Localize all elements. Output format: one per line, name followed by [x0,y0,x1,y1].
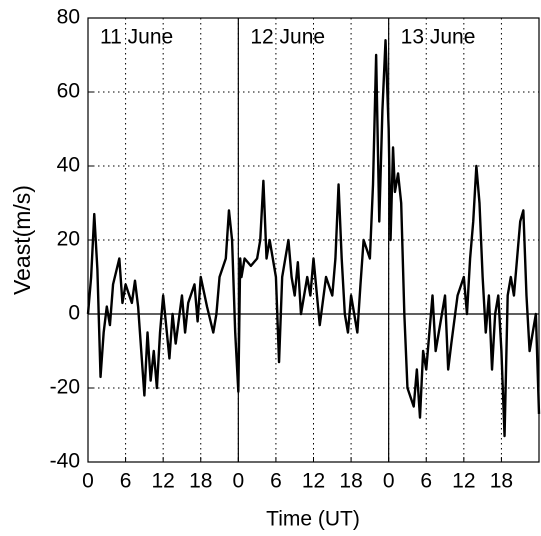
day-label: 13 June [401,26,476,49]
y-tick-label: 40 [57,154,80,177]
x-tick-label: 0 [232,470,244,493]
day-label: 12 June [250,26,325,49]
y-tick-label: -40 [50,450,80,473]
y-tick-label: 20 [57,228,80,251]
x-tick-label: 6 [270,470,282,493]
x-tick-label: 18 [339,470,362,493]
x-tick-label: 18 [189,470,212,493]
y-tick-label: 60 [57,80,80,103]
x-tick-label: 12 [151,470,174,493]
x-tick-label: 6 [420,470,432,493]
y-tick-label: -20 [50,376,80,399]
x-tick-label: 12 [452,470,475,493]
y-tick-label: 80 [57,6,80,29]
plot-frame [87,17,540,463]
day-label: 11 June [100,26,173,49]
x-tick-label: 6 [120,470,132,493]
y-tick-label: 0 [68,302,80,325]
x-axis-label: Time (UT) [266,508,360,531]
x-tick-label: 18 [490,470,513,493]
x-tick-label: 0 [82,470,94,493]
x-tick-label: 0 [383,470,395,493]
data-line [86,39,541,438]
x-tick-label: 12 [302,470,325,493]
y-axis-label: Veast(m/s) [9,185,35,295]
